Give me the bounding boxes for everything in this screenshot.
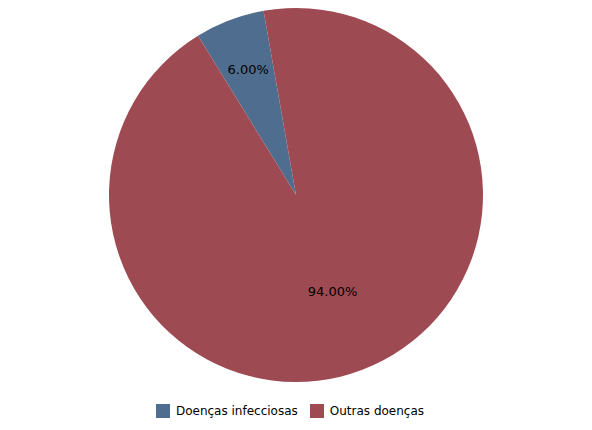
html-text:Doenças infecciosas: Doenças infecciosas [175, 403, 298, 418]
svg-text:94.00%: 94.00% [308, 284, 358, 299]
svg-text:6.00%: 6.00% [228, 62, 269, 77]
html-text:Outras doenças: Outras doenças [329, 403, 425, 418]
